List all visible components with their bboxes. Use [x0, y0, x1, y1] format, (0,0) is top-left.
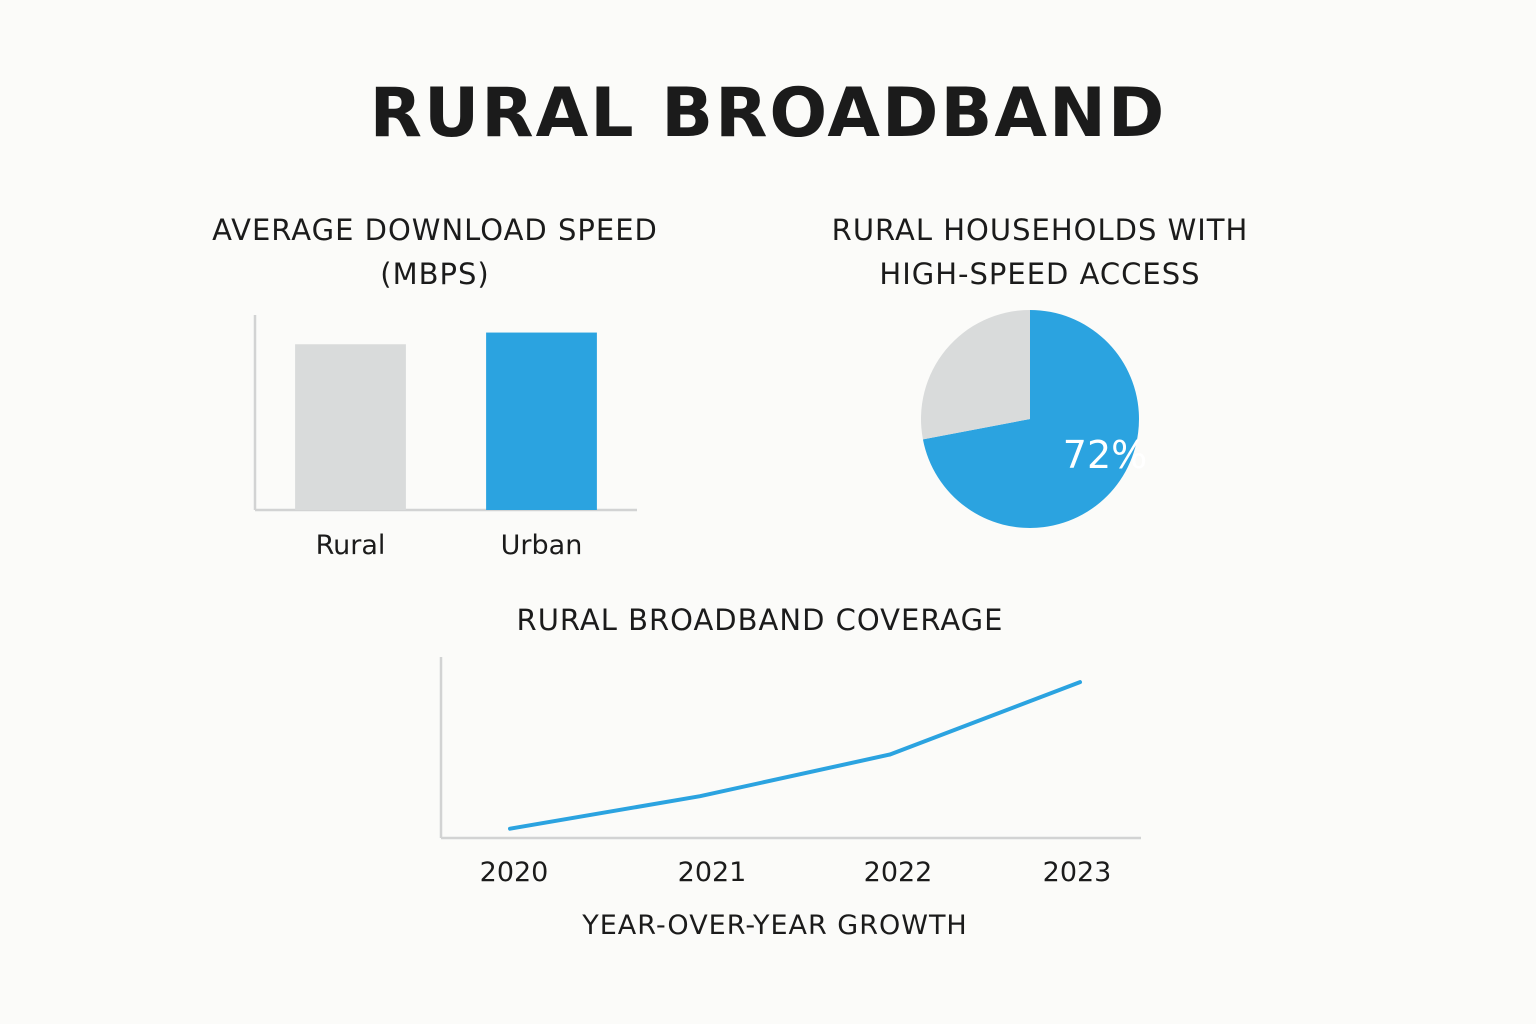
pie-chart-title: RURAL HOUSEHOLDS WITH HIGH-SPEED ACCESS	[831, 213, 1249, 291]
line-tick-label: 2022	[864, 857, 933, 888]
page-title: RURAL BROADBAND	[369, 74, 1167, 153]
line-chart-title: RURAL BROADBAND COVERAGE	[516, 603, 1004, 637]
bar-tick-label: Urban	[501, 530, 583, 561]
line-tick-label: 2021	[678, 857, 747, 888]
bar-tick-label: Rural	[316, 530, 386, 561]
line-tick-label: 2023	[1043, 857, 1112, 888]
bar-rural	[295, 344, 406, 510]
bar-chart-title: AVERAGE DOWNLOAD SPEED (MBPS)	[212, 213, 658, 291]
pie-slice-1	[920, 310, 1030, 440]
line-series-0	[508, 680, 1082, 831]
line-tick-label: 2020	[480, 857, 549, 888]
line-chart-xlabel: YEAR-OVER-YEAR GROWTH	[582, 910, 968, 941]
pie-slice-0	[922, 310, 1139, 528]
bar-urban	[486, 332, 597, 510]
pie-slice-label: 72%	[1063, 433, 1147, 477]
